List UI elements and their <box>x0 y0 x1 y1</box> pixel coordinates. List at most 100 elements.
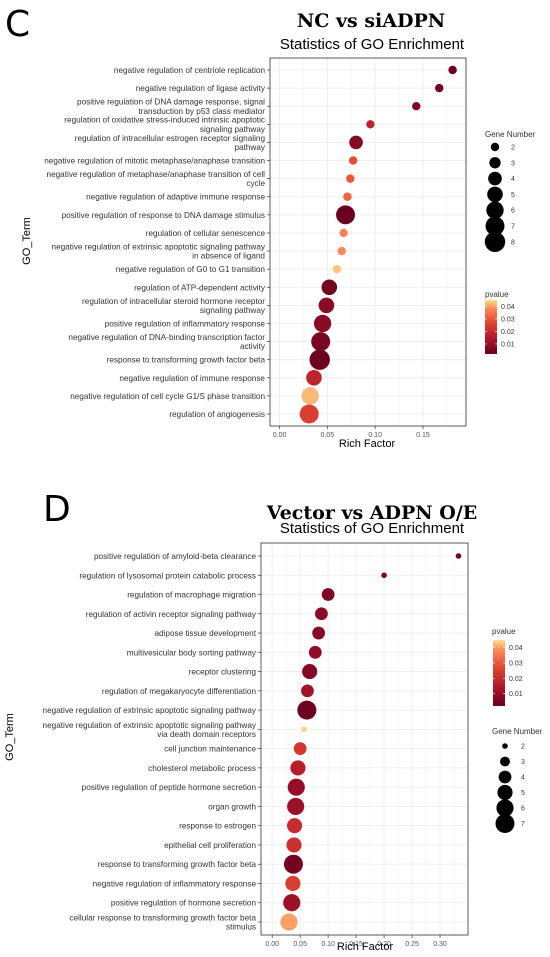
size-legend-dot <box>487 186 503 203</box>
plot-frame <box>269 57 467 427</box>
term-label: regulation of oxidative stress-induced i… <box>64 116 265 125</box>
y-axis-label: GO_Term <box>4 713 16 761</box>
data-point <box>301 726 307 733</box>
y-axis-label: GO_Term <box>21 217 33 265</box>
panel-letter-d: D <box>43 489 71 530</box>
color-legend-label: 0.02 <box>509 676 523 683</box>
term-label: response to transforming growth factor b… <box>98 860 257 869</box>
term-label: via death domain receptors <box>157 730 256 739</box>
color-legend-label: 0.02 <box>501 329 515 336</box>
term-label: organ growth <box>208 802 256 811</box>
term-label: regulation of angiogenesis <box>169 410 265 419</box>
term-label: regulation of intracellular estrogen rec… <box>75 134 266 143</box>
data-point <box>337 246 346 256</box>
x-tick-label: 0.15 <box>349 941 363 948</box>
data-point <box>301 684 314 698</box>
x-tick-label: 0.25 <box>405 941 419 948</box>
data-point <box>287 797 305 816</box>
size-legend-dot <box>498 770 512 784</box>
gridlines <box>270 58 466 426</box>
term-label: regulation of lysosomal protein cataboli… <box>79 571 256 580</box>
term-label: regulation of intracellular steroid horm… <box>82 297 265 306</box>
term-label: signaling pathway <box>200 125 266 134</box>
x-axis: 0.00 0.05 0.10 0.15 0.20 0.25 0.30 <box>258 555 447 948</box>
data-point <box>290 760 306 776</box>
data-points <box>299 65 457 424</box>
size-legend-label: 8 <box>511 239 515 246</box>
data-point <box>286 837 302 853</box>
size-legend-dot <box>484 231 506 252</box>
data-point <box>339 228 348 238</box>
plot-frame <box>260 542 469 936</box>
x-tick-label: 0.30 <box>433 941 447 948</box>
color-legend-ticks: 0.01 0.02 0.03 0.04 <box>493 645 523 698</box>
color-legend-label: 0.04 <box>509 645 523 652</box>
term-label: negative regulation of cell cycle G1/S p… <box>70 392 265 401</box>
term-label: transduction by p53 class mediator <box>138 107 265 116</box>
x-tick-label: 0.10 <box>321 941 335 948</box>
plot-background <box>270 58 466 426</box>
size-legend-dot <box>495 814 515 833</box>
term-label: negative regulation of inflammatory resp… <box>93 879 257 888</box>
color-legend-label: 0.04 <box>501 304 515 311</box>
data-point <box>321 588 335 601</box>
term-label: response to estrogen <box>179 822 256 831</box>
panel-c: C NC vs siADPN Statistics of GO Enrichme… <box>5 4 536 450</box>
color-legend-ticks: 0.01 0.02 0.03 0.04 <box>485 304 515 348</box>
term-label: negative regulation of metaphase/anaphas… <box>47 170 266 179</box>
term-label: adipose tissue development <box>154 629 256 638</box>
term-label: stimulus <box>226 923 256 932</box>
data-point <box>283 854 303 874</box>
x-tick-label: 0.00 <box>273 432 287 439</box>
term-label: receptor clustering <box>189 668 257 677</box>
data-point <box>302 664 318 680</box>
size-legend-dot <box>488 171 502 186</box>
term-label: activity <box>240 342 266 351</box>
data-point <box>315 607 328 621</box>
term-label: positive regulation of amyloid-beta clea… <box>94 552 256 561</box>
x-tick-label: 0.20 <box>377 941 391 948</box>
chart-title: Vector vs ADPN O/E <box>266 502 478 524</box>
data-point <box>412 102 421 111</box>
size-legend-label: 2 <box>511 145 515 152</box>
term-label: negative regulation of centriole replica… <box>114 66 266 75</box>
term-label: negative regulation of extrinsic apoptot… <box>43 706 257 715</box>
term-label: negative regulation of ligase activity <box>136 84 266 93</box>
data-point <box>381 572 387 579</box>
data-point <box>366 120 375 129</box>
data-point <box>348 156 358 165</box>
term-label: negative regulation of immune response <box>119 374 265 383</box>
data-point <box>435 83 444 93</box>
term-label: signaling pathway <box>200 306 266 315</box>
term-label: epithelial cell proliferation <box>164 841 256 850</box>
chart-subtitle: Statistics of GO Enrichment <box>280 36 465 53</box>
data-point <box>293 742 307 756</box>
data-point <box>308 645 322 659</box>
data-point <box>280 913 298 931</box>
size-legend-title: Gene Number <box>485 130 536 139</box>
term-label: regulation of macrophage migration <box>127 591 256 600</box>
data-point <box>286 818 303 834</box>
term-label: in absence of ligand <box>192 252 265 261</box>
x-tick-label: 0.05 <box>321 432 335 439</box>
term-label: regulation of activin receptor signaling… <box>86 610 257 619</box>
x-axis-label: Rich Factor <box>339 438 396 450</box>
size-legend-dot <box>502 743 508 749</box>
term-label: cellular response to transforming growth… <box>69 913 256 922</box>
data-point <box>321 279 338 296</box>
data-point <box>306 369 322 386</box>
size-legend-label: 5 <box>511 192 515 199</box>
size-legend-label: 7 <box>511 224 515 231</box>
size-legend-label: 7 <box>521 821 525 828</box>
term-label: regulation of cellular senescence <box>146 229 266 238</box>
data-point <box>285 875 301 892</box>
x-tick-label: 0.15 <box>416 432 430 439</box>
size-legend-label: 5 <box>521 790 525 797</box>
size-legend-dot <box>485 216 505 236</box>
size-legend: 2 3 4 5 6 7 8 <box>484 142 515 252</box>
color-legend-label: 0.03 <box>501 316 515 323</box>
data-points <box>280 553 462 931</box>
data-point <box>349 135 363 150</box>
data-point <box>309 349 330 370</box>
term-label: negative regulation of adaptive immune r… <box>86 193 265 202</box>
